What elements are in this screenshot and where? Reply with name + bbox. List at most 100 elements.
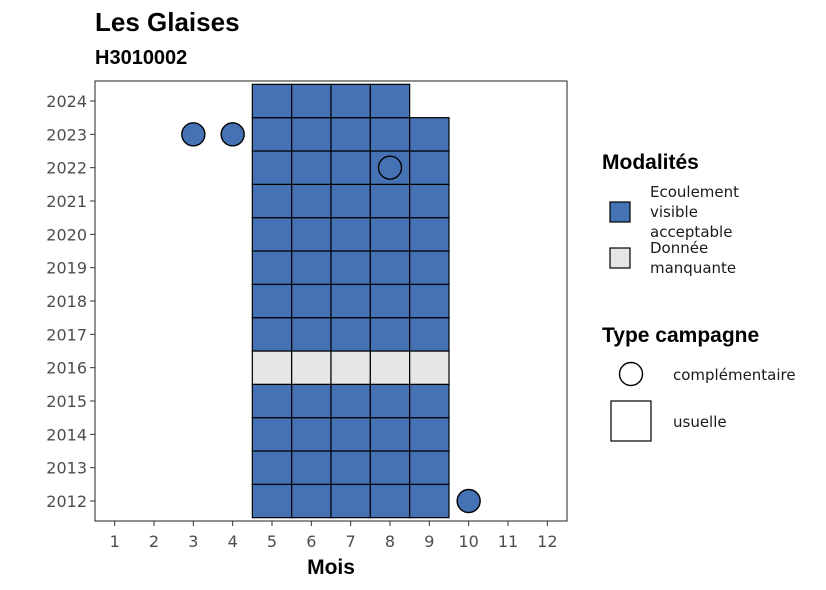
tile-2013-8: [369, 450, 411, 485]
legend-label: visible: [650, 203, 698, 221]
tile-2023-5: [251, 117, 293, 152]
y-tick-label: 2017: [46, 325, 87, 344]
tile-2014-6: [291, 417, 332, 452]
tile-2024-6: [291, 83, 332, 119]
tile-2023-7: [330, 117, 371, 152]
point-2023-4: [220, 122, 245, 147]
tile-2012-5: [251, 483, 293, 519]
tile-2012-6: [291, 483, 332, 519]
tile-2013-9: [409, 450, 450, 485]
tile-2021-6: [291, 183, 332, 219]
tile-2016-8: [369, 350, 411, 385]
y-tick-label: 2022: [46, 159, 87, 178]
tile-2017-9: [409, 317, 450, 352]
tile-2019-5: [251, 250, 293, 285]
tile-2020-8: [369, 217, 411, 252]
tile-2017-8: [369, 317, 411, 352]
y-tick-label: 2012: [46, 492, 87, 511]
x-tick-label: 3: [188, 532, 198, 551]
tile-2015-6: [291, 383, 332, 419]
tile-2021-8: [369, 183, 411, 219]
x-tick-label: 4: [228, 532, 238, 551]
legend: Modalités Ecoulement visible acceptableDonn…: [602, 151, 796, 442]
x-tick-label: 1: [110, 532, 120, 551]
tile-2022-5: [251, 150, 293, 185]
tile-2014-5: [251, 417, 293, 452]
tile-2015-5: [251, 383, 293, 419]
legend-square-key: [610, 400, 652, 442]
x-tick-label: 6: [306, 532, 316, 551]
tile-2017-7: [330, 317, 371, 352]
tile-2018-9: [409, 283, 450, 319]
tile-2016-5: [251, 350, 293, 385]
y-tick-label: 2018: [46, 292, 87, 311]
legend-campagne-title: Type campagne: [602, 324, 759, 347]
tile-2022-7: [330, 150, 371, 185]
tile-2014-8: [369, 417, 411, 452]
legend-circle-key: [618, 361, 644, 387]
tile-2020-9: [409, 217, 450, 252]
tile-2019-9: [409, 250, 450, 285]
point-2012-10: [456, 488, 481, 514]
tile-2016-7: [330, 350, 371, 385]
tile-2013-6: [291, 450, 332, 485]
tile-2024-8: [369, 83, 411, 119]
legend-label: usuelle: [673, 413, 727, 431]
plot-area: [94, 80, 568, 522]
legend-label: Donnée: [650, 239, 708, 257]
x-tick-label: 2: [149, 532, 159, 551]
x-tick-label: 7: [346, 532, 356, 551]
tile-2012-9: [409, 483, 450, 519]
tile-2019-6: [291, 250, 332, 285]
y-tick-label: 2016: [46, 359, 87, 378]
point-2023-3: [181, 122, 206, 147]
tile-2021-9: [409, 183, 450, 219]
tile-2014-9: [409, 417, 450, 452]
tile-2023-8: [369, 117, 411, 152]
tile-2021-5: [251, 183, 293, 219]
tile-2018-5: [251, 283, 293, 319]
tile-2015-8: [369, 383, 411, 419]
tile-2018-8: [369, 283, 411, 319]
tile-2016-9: [409, 350, 450, 385]
tile-2024-5: [251, 83, 293, 119]
tile-2020-7: [330, 217, 371, 252]
tile-2012-7: [330, 483, 371, 519]
tile-2017-5: [251, 317, 293, 352]
tile-2018-7: [330, 283, 371, 319]
x-axis-title: Mois: [307, 556, 355, 579]
tile-2021-7: [330, 183, 371, 219]
chart-title: Les Glaises: [95, 7, 240, 37]
y-tick-label: 2014: [46, 425, 87, 444]
y-axis: 2012 2013 2014 2015 2016 2017 2018 2019 2020 2021…: [46, 92, 95, 511]
tile-2019-8: [369, 250, 411, 285]
y-tick-label: 2021: [46, 192, 87, 211]
tile-2022-9: [409, 150, 450, 185]
y-tick-label: 2024: [46, 92, 87, 111]
tile-2024-7: [330, 83, 371, 119]
x-tick-label: 9: [424, 532, 434, 551]
legend-label: Ecoulement: [650, 183, 739, 201]
tile-2019-7: [330, 250, 371, 285]
legend-label: acceptable: [650, 223, 732, 241]
legend-modalites-title: Modalités: [602, 151, 699, 174]
x-tick-label: 10: [458, 532, 478, 551]
y-tick-label: 2020: [46, 225, 87, 244]
tile-2023-6: [291, 117, 332, 152]
tile-2017-6: [291, 317, 332, 352]
tile-2023-9: [409, 117, 450, 152]
y-tick-label: 2019: [46, 259, 87, 278]
legend-label: manquante: [650, 259, 736, 277]
tile-2015-7: [330, 383, 371, 419]
tile-2022-6: [291, 150, 332, 185]
x-tick-label: 11: [498, 532, 518, 551]
legend-key-0: [609, 201, 631, 223]
tile-2018-6: [291, 283, 332, 319]
tile-2013-5: [251, 450, 293, 485]
tile-2016-6: [291, 350, 332, 385]
tile-2020-6: [291, 217, 332, 252]
y-tick-label: 2015: [46, 392, 87, 411]
tile-2014-7: [330, 417, 371, 452]
tile-2013-7: [330, 450, 371, 485]
